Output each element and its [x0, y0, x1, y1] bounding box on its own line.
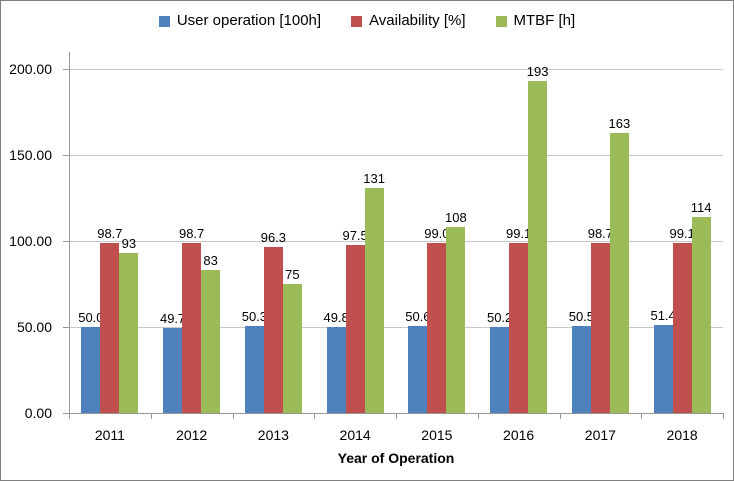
bar-value-label: 193: [526, 64, 549, 80]
bar-availability-2018: [672, 242, 692, 413]
bar-value-label: 98.7: [587, 226, 614, 242]
x-axis-tick: [150, 414, 152, 419]
x-axis-line: [69, 413, 724, 414]
bar-value-label: 49.8: [323, 310, 349, 326]
x-axis-category-label: 2017: [584, 427, 616, 443]
x-axis-tick: [69, 414, 70, 419]
bar-availability-2016: [509, 242, 529, 413]
bar-value-label: 108: [445, 210, 467, 226]
bar-mtbf-2018: [691, 216, 711, 413]
bar-user-2017: [571, 326, 591, 413]
bar-mtbf-2012: [201, 270, 221, 413]
legend-label-availability: Availability [%]: [369, 12, 466, 29]
bar-value-label: 99.1: [505, 225, 532, 241]
y-axis-tick: [63, 69, 70, 70]
bar-value-label: 98.7: [178, 226, 205, 242]
legend-label-mtbf: MTBF [h]: [513, 12, 576, 29]
x-axis-tick: [641, 414, 643, 419]
bar-mtbf-2013: [282, 284, 302, 413]
x-axis-category-label: 2011: [94, 427, 125, 443]
x-axis-title: Year of Operation: [337, 450, 455, 466]
x-axis-category-label: 2016: [503, 427, 535, 443]
legend-item-user-operation: User operation [100h]: [158, 10, 322, 32]
bar-value-label: 97.5: [342, 228, 368, 244]
bar-availability-2015: [427, 242, 447, 413]
x-axis-category-label: 2013: [257, 427, 289, 443]
bar-value-label: 50.0: [78, 310, 104, 325]
legend-swatch-user-operation: [158, 15, 170, 27]
x-axis-category-label: 2012: [176, 427, 208, 443]
gridline-150: [69, 155, 723, 156]
bar-mtbf-2015: [446, 227, 466, 413]
bar-mtbf-2016: [528, 81, 548, 413]
x-axis-tick: [559, 414, 561, 419]
bar-value-label: 98.7: [97, 226, 123, 242]
y-axis-tick-label: 0.00: [24, 405, 52, 421]
x-axis-tick: [723, 414, 724, 419]
bar-value-label: 114: [690, 199, 712, 215]
x-axis-category-label: 2018: [666, 427, 698, 443]
bar-availability-2013: [263, 247, 283, 413]
bar-user-2012: [163, 327, 183, 413]
y-axis-tick: [63, 155, 70, 156]
y-axis-tick-label: 50.00: [16, 319, 52, 335]
bar-user-2016: [490, 326, 510, 413]
bar-availability-2014: [345, 245, 365, 413]
bar-availability-2011: [100, 243, 120, 413]
bar-user-2014: [326, 327, 346, 413]
y-axis-tick-label: 200.00: [9, 61, 52, 77]
bar-value-label: 163: [608, 115, 631, 131]
gridline-200: [69, 69, 723, 70]
legend-item-mtbf: MTBF [h]: [495, 10, 576, 32]
legend: User operation [100h] Availability [%] M…: [1, 10, 733, 32]
bar-value-label: 50.3: [241, 309, 268, 325]
bar-value-label: 131: [363, 170, 385, 186]
bar-value-label: 49.7: [159, 310, 186, 326]
bar-value-label: 99.0: [424, 225, 450, 241]
bar-mtbf-2014: [364, 187, 384, 413]
y-axis-tick: [63, 413, 70, 414]
bar-availability-2017: [590, 243, 610, 413]
legend-swatch-mtbf: [495, 15, 507, 27]
y-axis-line: [69, 52, 70, 413]
bar-value-label: 50.6: [405, 308, 431, 324]
bar-value-label: 51.4: [650, 307, 676, 323]
x-axis-category-label: 2014: [339, 427, 371, 443]
x-axis-tick: [477, 414, 479, 419]
bar-value-label: 83: [203, 253, 218, 269]
bar-user-2018: [653, 324, 673, 413]
gridline-50: [69, 327, 723, 328]
bar-value-label: 50.5: [568, 309, 595, 325]
x-axis-tick: [232, 414, 234, 419]
bar-availability-2012: [182, 243, 202, 413]
bar-value-label: 50.2: [486, 309, 513, 325]
bar-value-label: 93: [121, 236, 137, 252]
legend-item-availability: Availability [%]: [351, 10, 466, 32]
bar-mtbf-2017: [609, 132, 629, 413]
x-axis-tick: [314, 414, 316, 419]
gridline-100: [69, 241, 723, 242]
x-axis-tick: [396, 414, 397, 419]
bar-mtbf-2011: [119, 253, 139, 413]
bar-value-label: 96.3: [260, 230, 287, 246]
y-axis-tick-label: 100.00: [9, 233, 52, 249]
bar-user-2015: [408, 325, 428, 413]
bar-user-2011: [81, 327, 101, 413]
bar-user-2013: [244, 326, 264, 413]
y-axis-tick: [63, 241, 70, 242]
bar-value-label: 75: [285, 267, 300, 282]
legend-swatch-availability: [351, 15, 363, 27]
legend-label-user-operation: User operation [100h]: [176, 12, 322, 29]
bar-value-label: 99.1: [669, 225, 695, 241]
y-axis-tick: [63, 327, 70, 328]
x-axis-category-label: 2015: [421, 427, 453, 443]
y-axis-tick-label: 150.00: [9, 147, 52, 163]
